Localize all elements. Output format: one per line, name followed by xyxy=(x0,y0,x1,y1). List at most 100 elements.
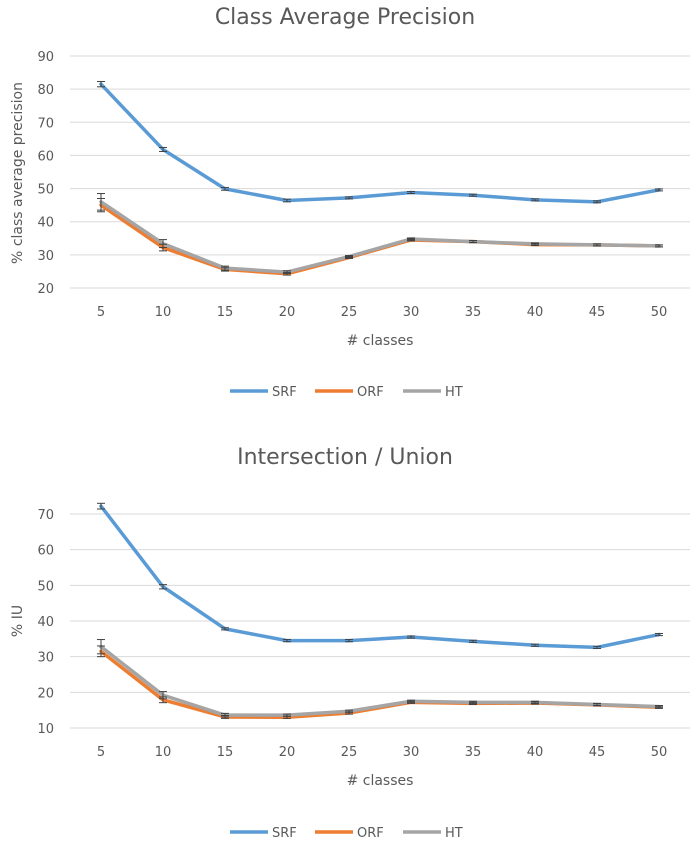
error-bar-ht xyxy=(407,699,415,703)
y-tick-label: 70 xyxy=(37,508,54,523)
error-bar-ht xyxy=(345,709,353,713)
series-lines xyxy=(99,82,661,276)
y-tick-label: 50 xyxy=(37,579,54,594)
series-line-srf xyxy=(99,82,661,204)
x-tick-label: 20 xyxy=(279,745,296,760)
legend-item-orf: ORF xyxy=(315,385,384,400)
error-bar-ht xyxy=(531,242,539,246)
chart-class-average-precision: Class Average Precision 20 30 40 50 60 70 80 90… xyxy=(10,5,690,400)
error-bar-srf xyxy=(221,627,229,631)
error-bar-ht xyxy=(283,713,291,717)
error-bar-srf xyxy=(531,198,539,202)
error-bar-ht xyxy=(531,700,539,704)
error-bar-ht xyxy=(159,691,167,700)
y-axis-title: % class average precision xyxy=(10,82,26,264)
legend-item-srf: SRF xyxy=(230,385,297,400)
legend-label: SRF xyxy=(272,826,297,841)
error-bar-srf xyxy=(97,81,105,88)
y-tick-label: 50 xyxy=(37,183,54,198)
legend: SRF ORF HT xyxy=(230,826,463,841)
x-tick-label: 20 xyxy=(279,305,296,320)
y-tick-label: 60 xyxy=(37,544,54,559)
gridlines xyxy=(70,55,690,289)
chart-title: Class Average Precision xyxy=(215,5,475,30)
x-tick-label: 50 xyxy=(651,305,668,320)
x-tick-label: 40 xyxy=(527,745,544,760)
legend-label: ORF xyxy=(357,385,384,400)
legend-item-srf: SRF xyxy=(230,826,297,841)
error-bar-srf xyxy=(159,584,167,590)
y-tick-label: 70 xyxy=(37,116,54,131)
error-bar-srf xyxy=(593,645,601,649)
x-tick-label: 35 xyxy=(465,305,482,320)
error-bar-ht xyxy=(655,244,663,248)
legend-item-ht: HT xyxy=(403,385,463,400)
x-tick-label: 30 xyxy=(403,745,420,760)
y-tick-label: 40 xyxy=(37,615,54,630)
series-line-ht xyxy=(99,200,661,274)
y-tick-labels: 20 30 40 50 60 70 80 90 xyxy=(37,50,54,297)
legend-label: HT xyxy=(445,826,463,841)
y-tick-label: 30 xyxy=(37,249,54,264)
x-tick-label: 10 xyxy=(155,305,172,320)
x-tick-label: 10 xyxy=(155,745,172,760)
error-bar-ht xyxy=(221,712,229,718)
error-bar-ht xyxy=(593,243,601,247)
x-tick-label: 40 xyxy=(527,305,544,320)
chart-intersection-union: Intersection / Union 10 20 30 40 50 60 70 5 10 1… xyxy=(10,445,690,841)
error-bar-ht xyxy=(345,255,353,259)
x-tick-labels: 5 10 15 20 25 30 35 40 45 50 xyxy=(97,745,667,760)
error-bar-ht xyxy=(159,239,167,249)
x-tick-label: 25 xyxy=(341,745,358,760)
series-line-ht xyxy=(99,644,661,717)
error-bar-srf xyxy=(283,198,291,203)
chart-title: Intersection / Union xyxy=(237,445,453,470)
legend-label: HT xyxy=(445,385,463,400)
error-bar-ht xyxy=(283,270,291,274)
error-bar-ht xyxy=(469,240,477,244)
y-axis-title: % IU xyxy=(10,605,26,637)
x-axis-title: # classes xyxy=(347,773,414,789)
y-tick-label: 90 xyxy=(37,50,54,65)
legend: SRF ORF HT xyxy=(230,385,463,400)
x-axis-title: # classes xyxy=(347,333,414,349)
error-bar-ht xyxy=(593,702,601,707)
error-bar-srf xyxy=(407,191,415,195)
y-tick-label: 80 xyxy=(37,83,54,98)
error-bar-ht xyxy=(221,265,229,271)
x-tick-label: 45 xyxy=(589,305,606,320)
error-bar-ht xyxy=(469,700,477,704)
error-bar-srf xyxy=(221,187,229,191)
error-bars xyxy=(97,81,663,276)
x-tick-label: 30 xyxy=(403,305,420,320)
y-tick-label: 40 xyxy=(37,216,54,231)
series-line-orf xyxy=(99,203,661,276)
series-line-srf xyxy=(99,504,661,650)
x-tick-label: 45 xyxy=(589,745,606,760)
legend-label: ORF xyxy=(357,826,384,841)
x-tick-label: 15 xyxy=(217,305,234,320)
error-bar-srf xyxy=(407,635,415,639)
error-bar-srf xyxy=(469,193,477,197)
x-tick-label: 5 xyxy=(97,305,105,320)
y-tick-label: 20 xyxy=(37,686,54,701)
x-tick-label: 5 xyxy=(97,745,105,760)
error-bar-srf xyxy=(655,632,663,637)
error-bar-srf xyxy=(283,639,291,643)
error-bar-ht xyxy=(407,237,415,241)
legend-item-ht: HT xyxy=(403,826,463,841)
error-bar-srf xyxy=(345,639,353,643)
legend-label: SRF xyxy=(272,385,297,400)
y-tick-labels: 10 20 30 40 50 60 70 xyxy=(37,508,54,737)
error-bar-srf xyxy=(345,196,353,200)
error-bar-ht xyxy=(97,639,105,655)
error-bar-ht xyxy=(97,193,105,211)
x-tick-label: 35 xyxy=(465,745,482,760)
y-tick-label: 10 xyxy=(37,722,54,737)
gridlines xyxy=(70,513,690,729)
error-bar-srf xyxy=(469,639,477,643)
x-tick-label: 15 xyxy=(217,745,234,760)
error-bar-srf xyxy=(531,643,539,647)
error-bar-srf xyxy=(159,146,167,152)
x-tick-label: 25 xyxy=(341,305,358,320)
